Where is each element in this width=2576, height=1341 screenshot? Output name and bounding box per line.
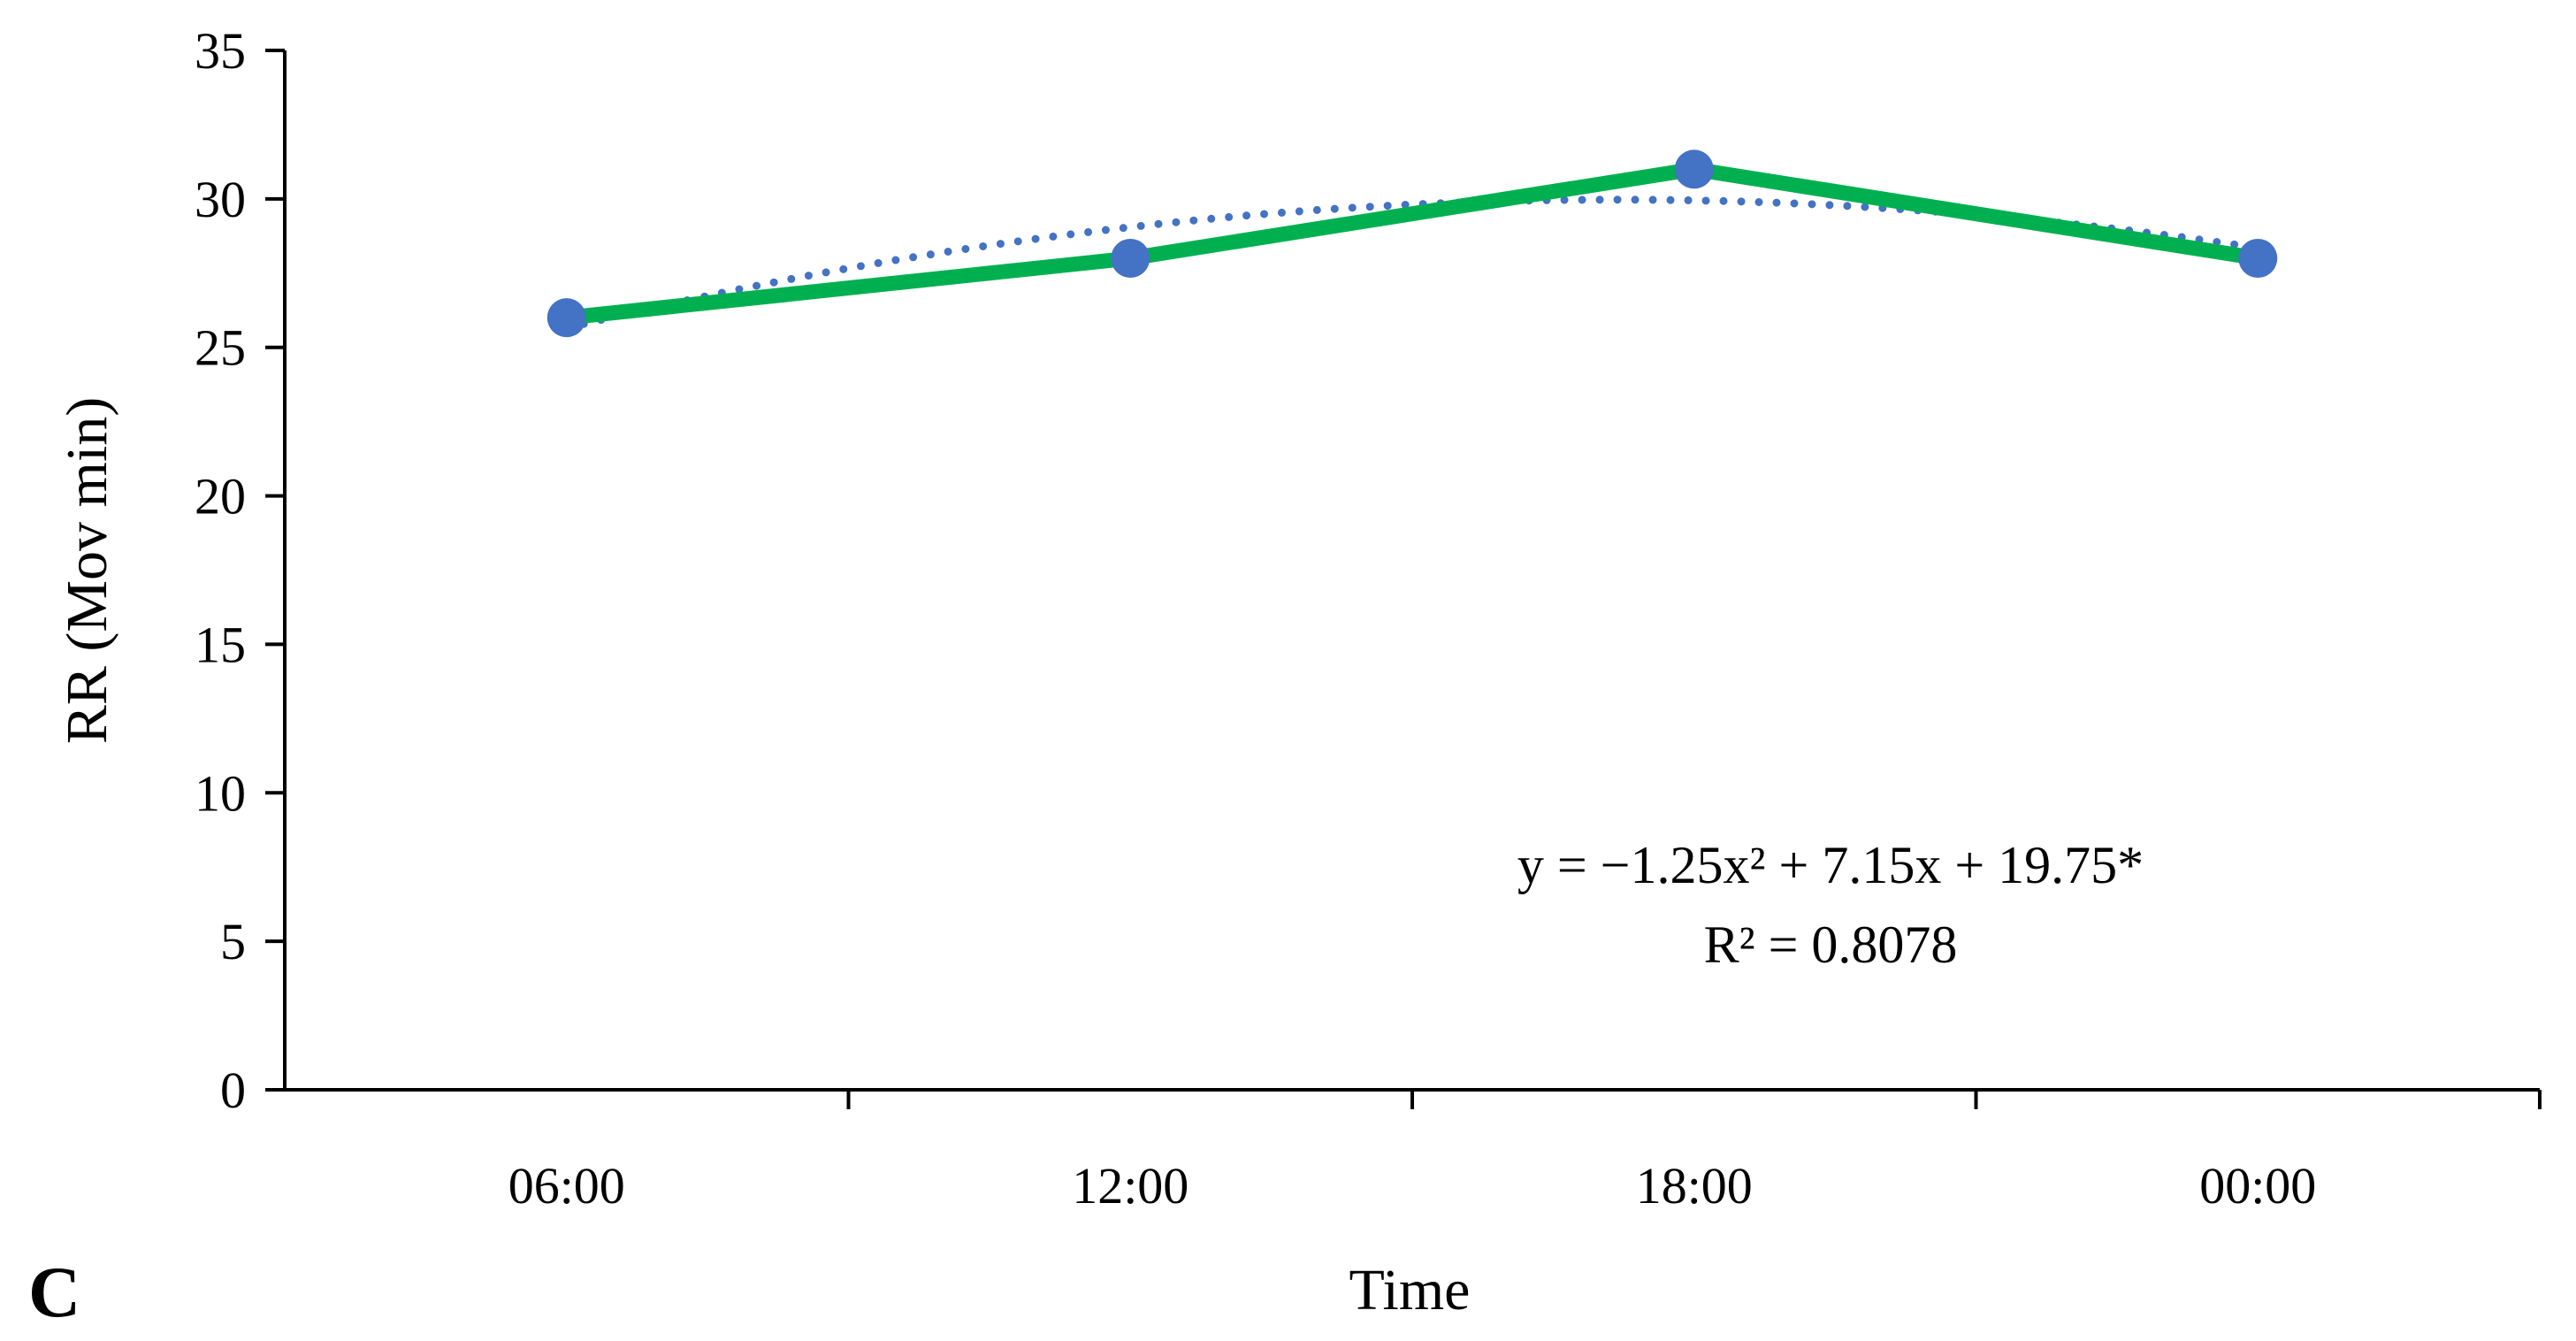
x-axis-title: Time <box>1349 1258 1471 1322</box>
y-tick-label: 15 <box>195 616 246 673</box>
data-point <box>547 298 586 338</box>
y-tick-label: 35 <box>195 22 246 80</box>
y-tick-label: 20 <box>195 468 246 525</box>
y-tick-label: 25 <box>195 319 246 377</box>
data-points <box>547 149 2278 338</box>
y-axis-ticks: 0 5 10 15 20 25 30 35 <box>195 22 285 1119</box>
x-tick-label: 06:00 <box>508 1157 625 1215</box>
x-tick-label: 00:00 <box>2199 1157 2316 1215</box>
x-axis-ticks: 06:00 12:00 18:00 00:00 <box>508 1090 2542 1215</box>
trendline-equation: y = −1.25x² + 7.15x + 19.75* <box>1517 836 2144 894</box>
panel-label: C <box>28 1252 80 1332</box>
data-point <box>1111 239 1150 278</box>
data-point <box>2238 239 2278 278</box>
x-tick-label: 18:00 <box>1636 1157 1753 1215</box>
y-tick-label: 10 <box>195 764 246 822</box>
y-tick-label: 5 <box>220 913 246 970</box>
y-axis-title: RR (Mov min) <box>55 397 119 744</box>
series-line <box>565 161 2259 326</box>
x-tick-label: 12:00 <box>1072 1157 1189 1215</box>
data-point <box>1674 149 1714 189</box>
y-tick-label: 30 <box>195 171 246 228</box>
y-tick-label: 0 <box>220 1061 246 1119</box>
r-squared-label: R² = 0.8078 <box>1704 916 1958 974</box>
